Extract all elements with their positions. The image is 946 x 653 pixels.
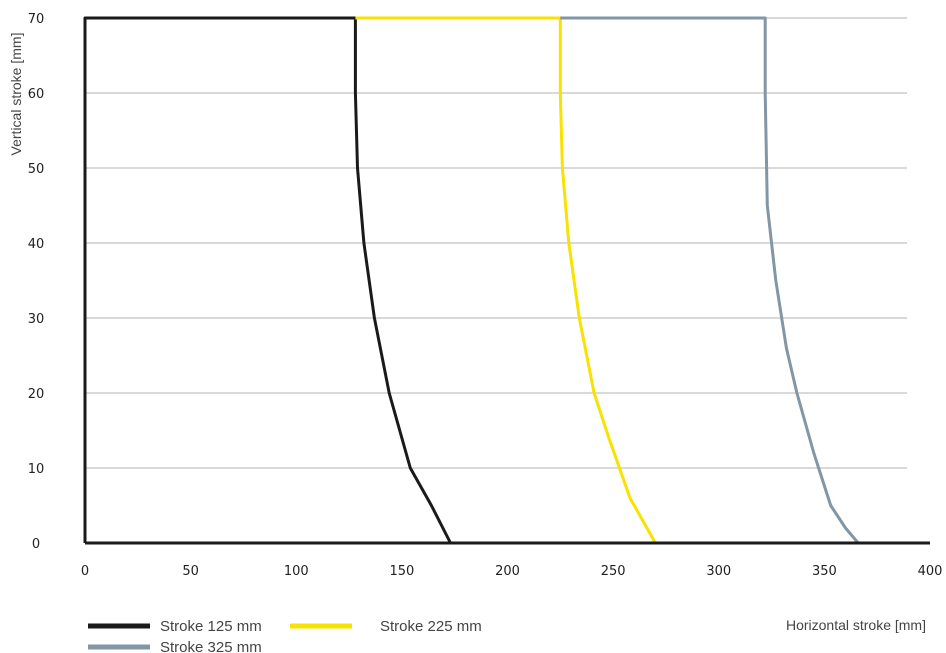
legend-label-1: Stroke 125 mm <box>160 618 262 635</box>
y-tick-label: 70 <box>28 12 45 27</box>
y-tick-label: 0 <box>32 537 40 552</box>
series-line-1 <box>83 16 452 544</box>
x-tick-label: 150 <box>389 564 414 579</box>
x-tick-label: 300 <box>706 564 731 579</box>
x-tick-label: 350 <box>812 564 837 579</box>
x-tick-label: 100 <box>284 564 309 579</box>
y-tick-label: 50 <box>28 162 45 177</box>
legend-label-2: Stroke 225 mm <box>380 618 482 635</box>
y-tick-label: 30 <box>28 312 45 327</box>
x-tick-label: 0 <box>81 564 89 579</box>
gridlines <box>85 17 907 469</box>
y-axis-ticks: 0 10 20 30 40 50 60 70 <box>28 12 45 552</box>
legend: Stroke 125 mm Stroke 225 mm Stroke 325 mm <box>88 618 482 653</box>
y-tick-label: 20 <box>28 387 45 402</box>
x-tick-label: 400 <box>918 564 943 579</box>
x-tick-label: 50 <box>182 564 199 579</box>
series-lines <box>83 16 930 545</box>
x-axis-title: Horizontal stroke [mm] <box>786 617 926 633</box>
x-tick-label: 250 <box>601 564 626 579</box>
y-tick-label: 60 <box>28 87 45 102</box>
y-axis-title: Vertical stroke [mm] <box>8 33 24 156</box>
legend-label-3: Stroke 325 mm <box>160 639 262 653</box>
y-tick-label: 40 <box>28 237 45 252</box>
y-tick-label: 10 <box>28 462 45 477</box>
series-line-2 <box>355 16 657 544</box>
x-axis-ticks: 0 50 100 150 200 250 300 350 400 <box>81 564 943 579</box>
series-line-3 <box>560 16 860 544</box>
x-tick-label: 200 <box>495 564 520 579</box>
